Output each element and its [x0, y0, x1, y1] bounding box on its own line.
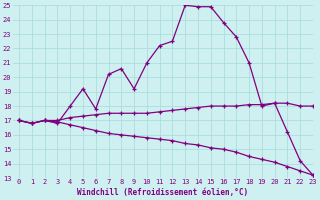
X-axis label: Windchill (Refroidissement éolien,°C): Windchill (Refroidissement éolien,°C)	[77, 188, 248, 197]
